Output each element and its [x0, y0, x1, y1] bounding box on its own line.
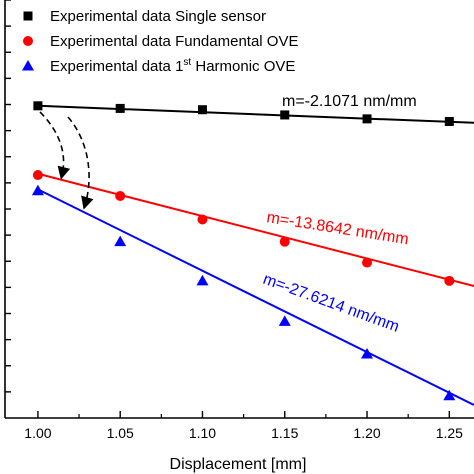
data-point-series-1 [280, 110, 290, 120]
data-point-series-1 [362, 114, 372, 124]
data-point-series-3 [196, 274, 209, 286]
legend-label: Experimental data Fundamental OVE [50, 33, 298, 50]
data-point-series-2 [32, 170, 43, 181]
legend-marker [22, 60, 34, 71]
slope-annotation: m=-27.6214 nm/mm [261, 271, 402, 336]
fit-line-series-2 [37, 172, 474, 288]
dashed-arrow [39, 111, 71, 180]
data-point-series-2 [197, 214, 208, 225]
x-tick-label: 1.20 [353, 425, 380, 441]
data-point-series-1 [115, 103, 125, 113]
data-point-series-3 [278, 315, 291, 326]
legend-marker [23, 11, 33, 21]
x-tick-label: 1.25 [436, 425, 463, 441]
data-point-series-2 [362, 257, 373, 268]
data-point-series-2 [279, 236, 290, 247]
dashed-arrow [67, 116, 94, 210]
fit-line-series-3 [37, 188, 474, 406]
legend-label: Experimental data Single sensor [50, 8, 266, 25]
x-tick-label: 1.15 [271, 425, 298, 441]
data-point-series-1 [197, 105, 207, 115]
data-point-series-1 [444, 116, 454, 126]
x-tick-label: 1.10 [189, 425, 216, 441]
data-point-series-3 [361, 347, 374, 359]
data-point-series-2 [444, 275, 455, 286]
legend-label: Experimental data 1st Harmonic OVE [50, 57, 295, 75]
data-point-series-2 [115, 190, 126, 201]
slope-annotation: m=-2.1071 nm/mm [282, 93, 417, 110]
data-point-series-1 [33, 101, 43, 111]
legend-marker [23, 36, 33, 46]
data-point-series-3 [114, 235, 127, 247]
x-axis-title: Displacement [mm] [170, 456, 307, 473]
x-tick-label: 1.00 [24, 425, 51, 441]
legend: Experimental data Single sensor Experimen… [22, 8, 298, 75]
data-point-series-3 [31, 184, 44, 196]
x-tick-label: 1.05 [107, 425, 134, 441]
data-point-series-3 [443, 389, 456, 401]
fit-line-series-1 [37, 104, 474, 124]
